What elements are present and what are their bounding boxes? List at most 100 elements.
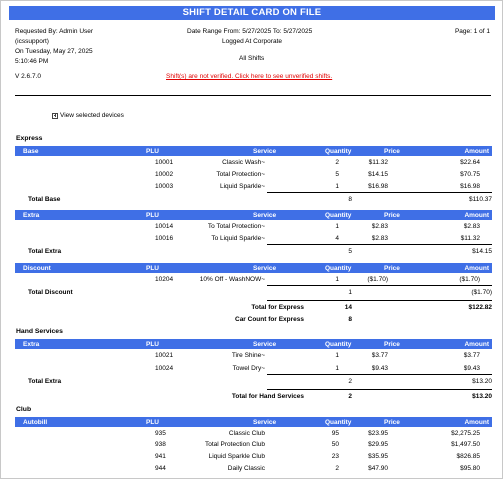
car-count-express: Car Count for Express 8 bbox=[15, 316, 492, 325]
total-label: Total Extra bbox=[28, 248, 62, 255]
requested-login: (icssupport) bbox=[15, 38, 49, 45]
total-row-base: Total Base 8 $110.37 bbox=[15, 196, 492, 205]
total-row-hand-extra: Total Extra 2 $13.20 bbox=[15, 378, 492, 387]
section-total-quantity: 2 bbox=[348, 393, 352, 400]
group-header-autobill: Autobill PLU Service Quantity Price Amou… bbox=[15, 417, 492, 427]
run-date: On Tuesday, May 27, 2025 bbox=[15, 48, 93, 55]
cell-service: Classic Wash~ bbox=[222, 159, 265, 166]
cell-service: 10% Off - WashNOW~ bbox=[199, 276, 265, 283]
cell-plu: 938 bbox=[155, 441, 166, 448]
subtotal-rule bbox=[267, 285, 492, 286]
cell-quantity: 2 bbox=[335, 159, 339, 166]
car-count-value: 8 bbox=[348, 316, 352, 323]
subtotal-rule bbox=[267, 192, 492, 193]
cell-plu: 10204 bbox=[155, 276, 174, 283]
section-title-express: Express bbox=[16, 135, 43, 142]
cell-plu: 10016 bbox=[155, 235, 174, 242]
section-total-amount: $13.20 bbox=[472, 393, 492, 400]
col-quantity: Quantity bbox=[325, 211, 352, 219]
cell-plu: 10021 bbox=[155, 352, 174, 359]
col-plu: PLU bbox=[146, 211, 159, 219]
cell-plu: 10003 bbox=[155, 183, 174, 190]
total-label: Total Base bbox=[28, 196, 61, 203]
cell-quantity: 5 bbox=[335, 171, 339, 178]
col-quantity: Quantity bbox=[325, 418, 352, 426]
cell-service: To Liquid Sparkle~ bbox=[211, 235, 265, 242]
table-row: 10003 Liquid Sparkle~ 1 $16.98 $16.98 bbox=[15, 183, 492, 192]
col-service: Service bbox=[253, 147, 277, 155]
cell-service: Towel Dry~ bbox=[232, 365, 265, 372]
section-total-express: Total for Express 14 $122.82 bbox=[15, 304, 492, 313]
table-row: 935 Classic Club 95 $23.95 $2,275.25 bbox=[15, 430, 492, 439]
expand-icon[interactable] bbox=[52, 112, 58, 119]
unverified-shifts-link[interactable]: Shift(s) are not verified. Click here to… bbox=[166, 73, 333, 80]
cell-plu: 10024 bbox=[155, 365, 174, 372]
cell-amount: $70.75 bbox=[460, 171, 480, 178]
section-total-label: Total for Hand Services bbox=[231, 393, 304, 400]
col-service: Service bbox=[253, 264, 277, 272]
group-name: Extra bbox=[23, 340, 40, 348]
cell-quantity: 1 bbox=[335, 223, 339, 230]
col-service: Service bbox=[253, 418, 277, 426]
col-plu: PLU bbox=[146, 264, 159, 272]
cell-amount: $3.77 bbox=[463, 352, 480, 359]
cell-quantity: 23 bbox=[331, 453, 339, 460]
total-amount: $13.20 bbox=[472, 378, 492, 385]
section-total-rule bbox=[267, 300, 492, 301]
section-total-hand-services: Total for Hand Services 2 $13.20 bbox=[15, 393, 492, 402]
table-row: 10002 Total Protection~ 5 $14.15 $70.75 bbox=[15, 171, 492, 180]
section-total-amount: $122.82 bbox=[468, 304, 493, 311]
col-plu: PLU bbox=[146, 340, 159, 348]
table-row: 938 Total Protection Club 50 $29.95 $1,4… bbox=[15, 441, 492, 450]
report-title: SHIFT DETAIL CARD ON FILE bbox=[9, 6, 495, 20]
cell-price: $23.95 bbox=[368, 430, 388, 437]
total-quantity: 2 bbox=[348, 378, 352, 385]
version-label: V 2.6.7.0 bbox=[15, 73, 42, 80]
cell-amount: $16.98 bbox=[460, 183, 480, 190]
cell-price: $11.32 bbox=[368, 159, 388, 166]
cell-price: $2.83 bbox=[371, 223, 388, 230]
table-row: 10016 To Liquid Sparkle~ 4 $2.83 $11.32 bbox=[15, 235, 492, 244]
cell-amount: $95.80 bbox=[460, 465, 480, 472]
cell-amount: $22.64 bbox=[460, 159, 480, 166]
group-name: Extra bbox=[23, 211, 40, 219]
cell-quantity: 4 bbox=[335, 235, 339, 242]
col-price: Price bbox=[384, 264, 400, 272]
cell-plu: 10014 bbox=[155, 223, 174, 230]
cell-price: $2.83 bbox=[371, 235, 388, 242]
run-time: 5:10:46 PM bbox=[15, 58, 49, 65]
group-name: Base bbox=[23, 147, 39, 155]
date-range: Date Range From: 5/27/2025 To: 5/27/2025 bbox=[187, 28, 313, 35]
cell-plu: 941 bbox=[155, 453, 166, 460]
car-count-label: Car Count for Express bbox=[235, 316, 304, 323]
view-devices-label: View selected devices bbox=[60, 112, 124, 119]
cell-service: Liquid Sparkle Club bbox=[208, 453, 265, 460]
cell-price: $16.98 bbox=[368, 183, 388, 190]
cell-price: $47.90 bbox=[368, 465, 388, 472]
page-number: Page: 1 of 1 bbox=[454, 28, 490, 35]
view-selected-devices-toggle[interactable]: View selected devices bbox=[52, 112, 124, 119]
table-row: 941 Liquid Sparkle Club 23 $35.95 $826.8… bbox=[15, 453, 492, 462]
table-row: 944 Daily Classic 2 $47.90 $95.80 bbox=[15, 465, 492, 474]
logged-at: Logged At Corporate bbox=[222, 38, 282, 45]
table-row: 10021 Tire Shine~ 1 $3.77 $3.77 bbox=[15, 352, 492, 361]
total-row-extra: Total Extra 5 $14.15 bbox=[15, 248, 492, 257]
cell-quantity: 2 bbox=[335, 465, 339, 472]
total-amount: ($1.70) bbox=[471, 289, 492, 296]
cell-amount: $2.83 bbox=[463, 223, 480, 230]
cell-plu: 944 bbox=[155, 465, 166, 472]
group-header-discount: Discount PLU Service Quantity Price Amou… bbox=[15, 263, 492, 273]
col-service: Service bbox=[253, 340, 277, 348]
cell-service: Liquid Sparkle~ bbox=[220, 183, 265, 190]
cell-quantity: 50 bbox=[331, 441, 339, 448]
col-price: Price bbox=[384, 211, 400, 219]
cell-service: Total Protection~ bbox=[216, 171, 265, 178]
cell-amount: ($1.70) bbox=[459, 276, 480, 283]
col-price: Price bbox=[384, 418, 400, 426]
total-amount: $14.15 bbox=[472, 248, 492, 255]
cell-amount: $9.43 bbox=[463, 365, 480, 372]
group-header-hand-extra: Extra PLU Service Quantity Price Amount bbox=[15, 339, 492, 349]
col-amount: Amount bbox=[464, 147, 489, 155]
cell-quantity: 1 bbox=[335, 352, 339, 359]
col-amount: Amount bbox=[464, 340, 489, 348]
